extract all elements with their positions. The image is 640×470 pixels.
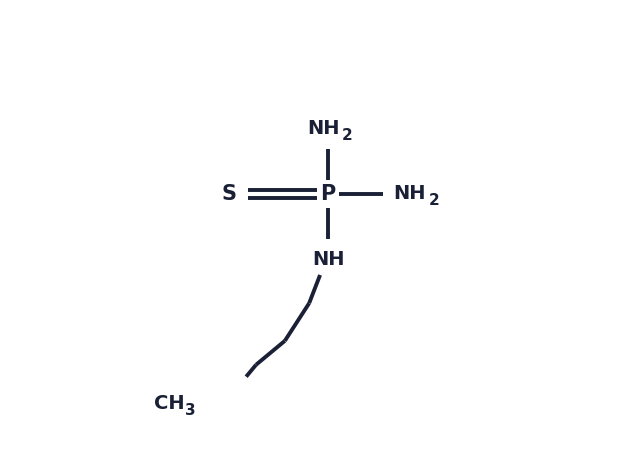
Text: 2: 2 — [342, 128, 352, 143]
Text: NH: NH — [312, 250, 344, 268]
Text: NH: NH — [394, 184, 426, 204]
Text: S: S — [221, 184, 236, 204]
Text: NH: NH — [307, 119, 339, 138]
Text: CH: CH — [154, 394, 184, 413]
Text: 3: 3 — [185, 403, 195, 418]
Text: P: P — [321, 184, 335, 204]
Text: 2: 2 — [428, 193, 439, 208]
